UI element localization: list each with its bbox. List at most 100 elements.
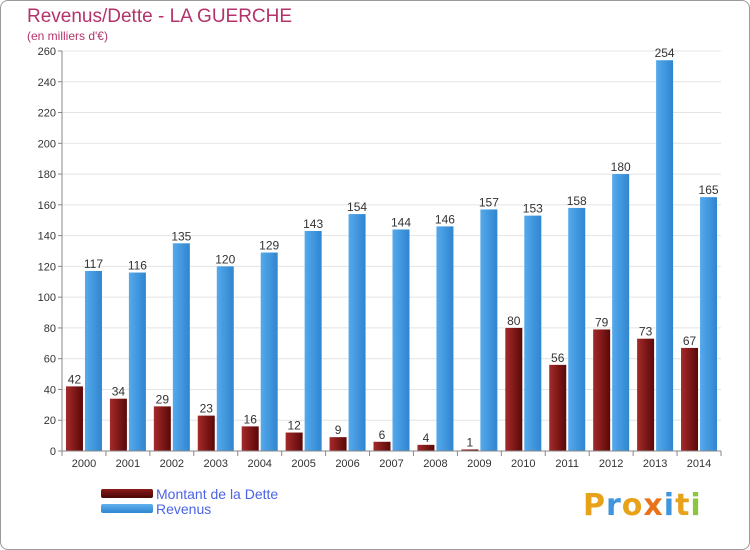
- bar-dette: [285, 432, 303, 451]
- x-tick-label: 2014: [687, 458, 711, 470]
- y-tick-label: 120: [38, 261, 56, 273]
- legend-swatch-dette: [101, 489, 153, 498]
- bar-dette: [153, 406, 171, 451]
- value-label-dette: 23: [200, 402, 214, 416]
- y-tick-label: 0: [50, 446, 56, 458]
- bar-revenus: [392, 229, 410, 451]
- value-label-dette: 16: [244, 412, 258, 426]
- bar-dette: [549, 364, 567, 451]
- gridlines: [62, 50, 721, 452]
- legend-label-dette: Montant de la Dette: [156, 486, 279, 502]
- x-tick-label: 2002: [160, 458, 184, 470]
- bar-revenus: [84, 271, 102, 451]
- x-tick-label: 2012: [599, 458, 623, 470]
- value-label-revenus: 154: [347, 200, 367, 214]
- proxiti-logo: Proxiti: [583, 488, 702, 523]
- x-tick-label: 2009: [467, 458, 491, 470]
- bar-dette: [637, 338, 655, 451]
- x-tick-label: 2003: [204, 458, 228, 470]
- y-tick-label: 260: [38, 46, 56, 58]
- value-label-revenus: 120: [215, 252, 235, 266]
- value-label-revenus: 180: [611, 160, 631, 174]
- value-label-revenus: 116: [128, 259, 147, 273]
- value-label-dette: 29: [156, 392, 170, 406]
- logo-letter: o: [621, 488, 644, 523]
- value-label-revenus: 135: [171, 229, 191, 243]
- logo-letter: i: [690, 488, 702, 523]
- bar-dette: [373, 441, 391, 451]
- bar-dette: [593, 329, 611, 451]
- y-tick-label: 100: [38, 292, 56, 304]
- logo-letter: r: [606, 488, 622, 523]
- bar-revenus: [436, 226, 454, 451]
- bars: 42 117 34 116 29 135 23 120 16 129 12 143 9 154 6 144 4 1…: [65, 46, 719, 452]
- y-tick-label: 140: [38, 231, 56, 243]
- value-label-dette: 73: [639, 325, 653, 339]
- value-label-dette: 67: [683, 334, 697, 348]
- x-tick-label: 2005: [291, 458, 315, 470]
- x-tick-label: 2006: [335, 458, 359, 470]
- y-tick-label: 80: [44, 323, 56, 335]
- value-label-dette: 34: [112, 385, 126, 399]
- bar-revenus: [172, 243, 190, 451]
- chart-subtitle: (en milliers d'€): [27, 29, 108, 43]
- value-label-revenus: 129: [259, 239, 279, 253]
- y-tick-label: 220: [38, 108, 56, 120]
- bar-revenus: [128, 272, 146, 451]
- value-label-revenus: 146: [435, 212, 455, 226]
- x-tick-label: 2011: [555, 458, 579, 470]
- logo-letter: P: [583, 488, 606, 523]
- bar-dette: [505, 327, 523, 451]
- value-label-revenus: 117: [84, 257, 103, 271]
- value-label-revenus: 157: [479, 195, 499, 209]
- value-label-dette: 12: [287, 419, 301, 433]
- x-tick-label: 2007: [379, 458, 403, 470]
- value-label-dette: 56: [551, 351, 565, 365]
- y-tick-label: 200: [38, 138, 56, 150]
- value-label-dette: 1: [467, 435, 474, 449]
- value-label-revenus: 254: [655, 46, 675, 60]
- logo-letter: i: [663, 488, 676, 523]
- x-tick-label: 2010: [511, 458, 535, 470]
- y-tick-label: 60: [44, 354, 56, 366]
- bar-revenus: [304, 231, 322, 451]
- bar-revenus: [480, 209, 498, 451]
- value-label-dette: 9: [335, 423, 342, 437]
- bar-revenus: [524, 215, 542, 451]
- bar-revenus: [612, 174, 630, 452]
- bar-dette: [681, 347, 699, 451]
- bar-revenus: [216, 266, 234, 451]
- chart-title: Revenus/Dette - LA GUERCHE: [27, 6, 293, 27]
- bar-dette: [109, 398, 127, 451]
- value-label-revenus: 153: [523, 202, 543, 216]
- x-tick-label: 2000: [72, 458, 96, 470]
- logo-letter: x: [643, 488, 664, 523]
- bar-dette: [65, 386, 83, 451]
- bar-dette: [417, 444, 435, 451]
- bar-revenus: [348, 214, 366, 451]
- logo-letter: t: [675, 488, 691, 523]
- y-tick-label: 240: [38, 77, 56, 89]
- bar-revenus: [568, 207, 586, 451]
- bar-dette: [329, 437, 347, 451]
- x-tick-label: 2013: [643, 458, 667, 470]
- value-label-revenus: 158: [567, 194, 587, 208]
- value-label-dette: 42: [68, 372, 82, 386]
- bar-dette: [461, 449, 479, 451]
- value-label-revenus: 143: [303, 217, 323, 231]
- value-label-revenus: 165: [699, 183, 719, 197]
- x-tick-label: 2008: [423, 458, 447, 470]
- y-tick-label: 20: [44, 415, 56, 427]
- x-tick-label: 2004: [247, 458, 271, 470]
- y-tick-label: 40: [44, 384, 56, 396]
- x-axis: 2000 2001 2002 2003 2004 2005 2006 2007 2008 2009…: [61, 450, 722, 470]
- value-label-dette: 4: [423, 431, 430, 445]
- value-label-dette: 6: [379, 428, 386, 442]
- y-tick-label: 160: [38, 200, 56, 212]
- x-tick-label: 2001: [116, 458, 140, 470]
- value-label-revenus: 144: [391, 215, 411, 229]
- legend-swatch-revenus: [101, 504, 153, 513]
- y-tick-label: 180: [38, 169, 56, 181]
